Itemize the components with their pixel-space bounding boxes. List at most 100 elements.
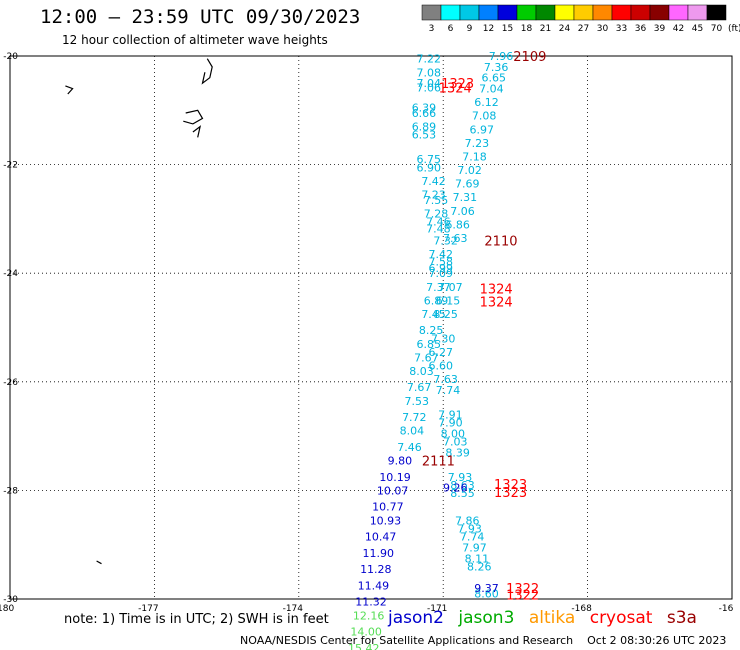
legend-swatch-36	[630, 4, 651, 21]
swh-value: 8.00	[441, 427, 466, 440]
swh-value: 7.28	[424, 207, 449, 220]
generation-timestamp: Oct 2 08:30:26 UTC 2023	[587, 634, 727, 647]
legend-label-9: 9	[467, 24, 473, 34]
legend-label-39: 39	[654, 24, 666, 34]
swh-value: 7.46	[426, 216, 451, 229]
swh-value: 8.25	[419, 324, 444, 337]
legend-label-42: 42	[673, 24, 684, 34]
swh-value: 6.89	[412, 121, 437, 134]
pass-number: 1323	[494, 486, 527, 501]
swh-value: 10.93	[370, 514, 402, 527]
swh-value: 11.28	[360, 563, 392, 576]
swh-value: 7.18	[462, 150, 487, 163]
y-tick-label: -28	[3, 486, 18, 496]
swh-value: 11.90	[362, 547, 394, 560]
swh-value: 7.93	[457, 522, 482, 535]
legend-label-33: 33	[616, 24, 627, 34]
legend-label-15: 15	[502, 24, 513, 34]
credit-line: NOAA/NESDIS Center for Satellite Applica…	[240, 634, 726, 647]
swh-value: 7.97	[462, 541, 487, 554]
swh-value: 10.77	[372, 501, 404, 514]
plot-frame	[9, 55, 733, 600]
swh-value: 7.42	[421, 175, 446, 188]
swh-value: 6.66	[412, 107, 437, 120]
x-tick-label: -171	[427, 604, 447, 614]
x-tick-label: -177	[138, 604, 158, 614]
x-tick-label: -174	[283, 604, 304, 614]
swh-value: 7.91	[438, 408, 463, 421]
satellite-pass-labels: 2109132313242110132413242111132313231322…	[422, 50, 547, 604]
swh-value: 15.42	[348, 642, 380, 650]
legend-label-36: 36	[635, 24, 647, 34]
swh-value: 7.03	[443, 436, 468, 449]
swh-value: 8.63	[450, 479, 475, 492]
swh-value: 8.04	[400, 425, 425, 438]
legend-label-70: 70	[711, 24, 723, 34]
pass-number: 2109	[513, 50, 546, 65]
swh-value: 7.07	[438, 281, 463, 294]
swh-value: 7.72	[402, 411, 427, 424]
swh-value: 6.86	[445, 218, 470, 231]
footer-note: note: 1) Time is in UTC; 2) SWH is in fe…	[64, 612, 329, 627]
swh-value: 6.89	[424, 294, 449, 307]
swh-value: 10.47	[365, 531, 397, 544]
y-tick-label: -24	[3, 269, 18, 279]
swh-value: 7.74	[460, 531, 485, 544]
legend-label-18: 18	[521, 24, 533, 34]
swh-value: 7.63	[443, 232, 468, 245]
swh-value: 11.49	[358, 579, 390, 592]
swh-value: 8.39	[445, 446, 470, 459]
mission-altika: altika	[528, 608, 576, 628]
legend-swatch-6	[440, 4, 461, 21]
swh-value: 6.39	[412, 102, 437, 115]
legend-swatch-30	[592, 4, 613, 21]
swh-value: 6.27	[429, 346, 454, 359]
legend-swatch-12	[478, 4, 499, 21]
swh-value: 7.42	[429, 248, 454, 261]
swh-value: 10.19	[379, 471, 411, 484]
x-tick-label: -168	[571, 604, 592, 614]
swh-value: 7.63	[433, 373, 458, 386]
swh-value: 8.26	[467, 560, 492, 573]
y-tick-label: -20	[3, 52, 18, 62]
mission-s3a: s3a	[666, 608, 697, 628]
coastline-islet-west	[65, 85, 74, 95]
pass-number: 2110	[484, 235, 517, 250]
swh-value: 7.06	[417, 81, 442, 94]
swh-value: 7.32	[433, 235, 458, 248]
swh-value: 7.04	[479, 83, 504, 96]
legend-swatch-21	[535, 4, 556, 21]
swh-value: 7.06	[450, 205, 475, 218]
page-title: 12:00 – 23:59 UTC 09/30/2023	[40, 6, 361, 28]
pass-number: 1324	[480, 295, 513, 310]
credit-text: NOAA/NESDIS Center for Satellite Applica…	[240, 634, 574, 647]
swh-value: 7.86	[455, 514, 480, 527]
swh-value: 7.23	[421, 188, 446, 201]
legend-label-45: 45	[692, 24, 703, 34]
legend-swatch-24	[554, 4, 575, 21]
coastline-island-group-tongatapu	[183, 109, 204, 125]
swh-value: 6.99	[429, 262, 454, 275]
swh-value: 7.58	[429, 255, 454, 268]
swh-value: 7.08	[417, 66, 442, 79]
swh-value: 7.22	[417, 53, 442, 66]
mission-cryosat: cryosat	[589, 608, 653, 628]
pass-number: 1322	[506, 589, 539, 604]
swh-value: 7.90	[438, 417, 463, 430]
swh-value: 7.23	[465, 137, 490, 150]
coastline-island-group-north	[201, 58, 213, 85]
pass-number: 1323	[441, 77, 474, 92]
swh-value: 6.90	[417, 161, 442, 174]
legend-swatch-45	[687, 4, 708, 21]
mission-legend: jason2 jason3 altika cryosat s3a	[388, 608, 706, 628]
swh-value: 7.74	[436, 384, 461, 397]
swh-value: 6.75	[417, 153, 442, 166]
legend-label-3: 3	[429, 24, 435, 34]
swh-value: 7.30	[431, 332, 456, 345]
grid	[10, 56, 732, 599]
swh-value: 6.53	[412, 129, 437, 142]
coastline-island-group-mid	[192, 125, 202, 138]
legend-swatch-18	[516, 4, 537, 21]
swh-value: 8.60	[474, 588, 499, 601]
swh-value: 8.03	[409, 365, 434, 378]
